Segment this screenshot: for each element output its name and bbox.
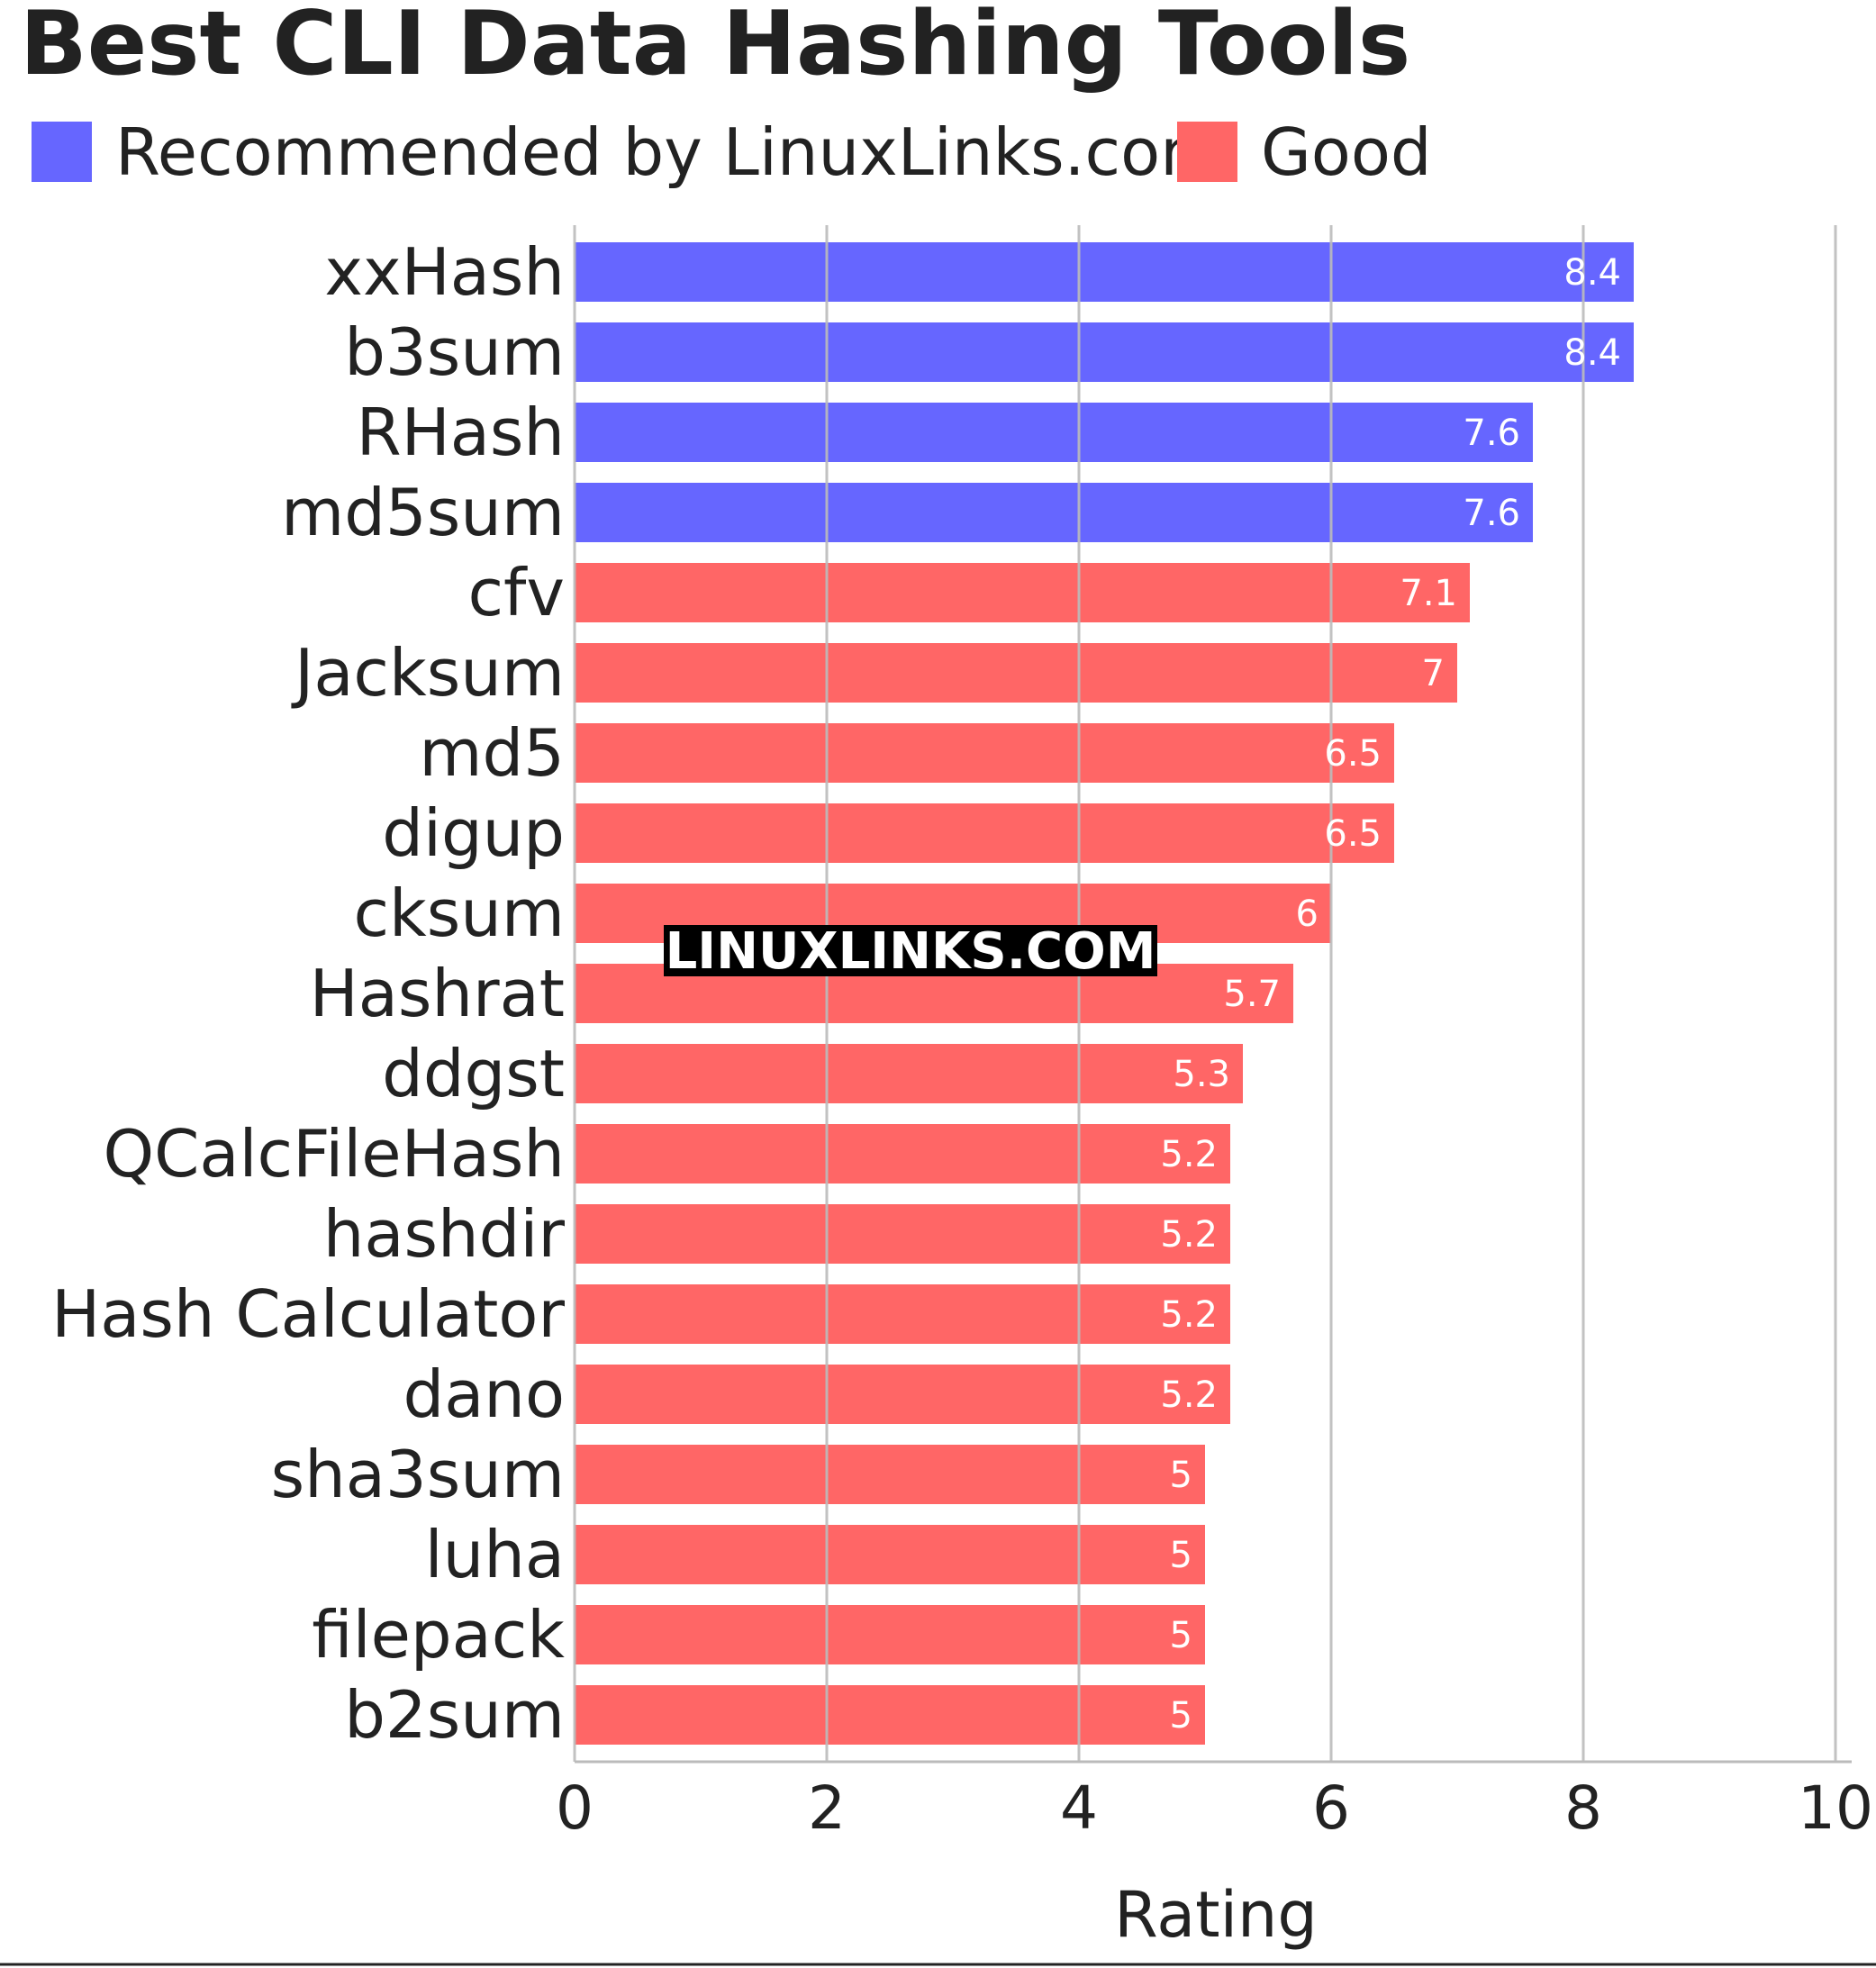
bars — [575, 242, 1634, 1745]
watermark-text: LINUXLINKS.COM — [666, 922, 1156, 981]
value-label-luha: 5 — [1170, 1535, 1192, 1576]
category-label-md5sum: md5sum — [281, 475, 565, 550]
category-label-qcalcfilehash: QCalcFileHash — [103, 1116, 565, 1192]
bar-qcalcfilehash — [575, 1124, 1230, 1184]
bar-rhash — [575, 403, 1533, 462]
value-label-qcalcfilehash: 5.2 — [1160, 1134, 1218, 1175]
x-tick-label-2: 2 — [808, 1773, 846, 1843]
bar-b3sum — [575, 322, 1634, 382]
legend-swatch-good — [1177, 122, 1237, 182]
bar-hashdir — [575, 1204, 1230, 1264]
category-label-dano: dano — [403, 1356, 565, 1432]
value-label-hashrat: 5.7 — [1223, 974, 1281, 1015]
bar-xxhash — [575, 242, 1634, 302]
x-tick-label-10: 10 — [1798, 1773, 1873, 1843]
value-label-digup: 6.5 — [1324, 813, 1382, 855]
value-label-xxhash: 8.4 — [1563, 252, 1621, 294]
bar-dano — [575, 1365, 1230, 1424]
category-label-b2sum: b2sum — [344, 1677, 565, 1753]
value-label-b3sum: 8.4 — [1563, 332, 1621, 374]
bar-sha3sum — [575, 1445, 1205, 1504]
category-label-hash-calculator: Hash Calculator — [51, 1276, 565, 1352]
category-label-luha: luha — [425, 1517, 565, 1592]
value-label-hash-calculator: 5.2 — [1160, 1294, 1218, 1336]
x-tick-label-6: 6 — [1312, 1773, 1350, 1843]
value-label-hashdir: 5.2 — [1160, 1214, 1218, 1256]
value-label-jacksum: 7 — [1422, 653, 1445, 694]
x-tick-label-0: 0 — [556, 1773, 594, 1843]
value-label-ddgst: 5.3 — [1173, 1054, 1230, 1095]
x-tick-label-8: 8 — [1564, 1773, 1602, 1843]
category-label-ddgst: ddgst — [382, 1036, 565, 1111]
value-label-dano: 5.2 — [1160, 1374, 1218, 1416]
category-label-jacksum: Jacksum — [291, 635, 565, 711]
category-label-b3sum: b3sum — [344, 314, 565, 390]
watermark: LINUXLINKS.COM — [664, 922, 1157, 981]
category-label-digup: digup — [382, 795, 565, 871]
x-axis-title: Rating — [1114, 1878, 1318, 1952]
legend-label-recommended: Recommended by LinuxLinks.com — [115, 114, 1223, 190]
x-tick-labels: 0 2 4 6 8 10 — [556, 1773, 1873, 1843]
value-label-sha3sum: 5 — [1170, 1455, 1192, 1496]
legend: Recommended by LinuxLinks.com Good — [32, 114, 1432, 190]
bar-ddgst — [575, 1044, 1243, 1103]
category-label-cksum: cksum — [353, 875, 565, 951]
value-label-md5: 6.5 — [1324, 733, 1382, 775]
x-tick-label-4: 4 — [1060, 1773, 1098, 1843]
bar-jacksum — [575, 643, 1457, 703]
value-label-cfv: 7.1 — [1400, 573, 1457, 614]
bar-cfv — [575, 563, 1470, 622]
category-label-sha3sum: sha3sum — [271, 1437, 565, 1512]
value-labels: 8.48.47.67.67.176.56.565.75.35.25.25.25.… — [1160, 252, 1621, 1737]
chart-title: Best CLI Data Hashing Tools — [20, 0, 1410, 95]
category-label-xxhash: xxHash — [324, 234, 565, 310]
bar-digup — [575, 803, 1394, 863]
bar-b2sum — [575, 1685, 1205, 1745]
bar-md5sum — [575, 483, 1533, 542]
category-label-hashrat: Hashrat — [310, 956, 565, 1031]
category-labels: xxHashb3sumRHashmd5sumcfvJacksummd5digup… — [51, 234, 565, 1753]
legend-swatch-recommended — [32, 122, 92, 182]
value-label-cksum: 6 — [1296, 893, 1319, 935]
category-label-filepack: filepack — [312, 1597, 565, 1673]
value-label-md5sum: 7.6 — [1463, 493, 1520, 534]
bar-luha — [575, 1525, 1205, 1584]
bar-filepack — [575, 1605, 1205, 1664]
category-label-hashdir: hashdir — [323, 1196, 566, 1272]
category-label-md5: md5 — [419, 715, 565, 791]
category-label-rhash: RHash — [357, 395, 565, 470]
category-label-cfv: cfv — [467, 555, 565, 630]
legend-label-good: Good — [1261, 114, 1432, 190]
gridlines — [573, 225, 1852, 1764]
bar-hash-calculator — [575, 1284, 1230, 1344]
value-label-filepack: 5 — [1170, 1615, 1192, 1656]
watermark-background — [664, 925, 1157, 976]
value-label-rhash: 7.6 — [1463, 413, 1520, 454]
value-label-b2sum: 5 — [1170, 1695, 1192, 1737]
bar-md5 — [575, 723, 1394, 783]
